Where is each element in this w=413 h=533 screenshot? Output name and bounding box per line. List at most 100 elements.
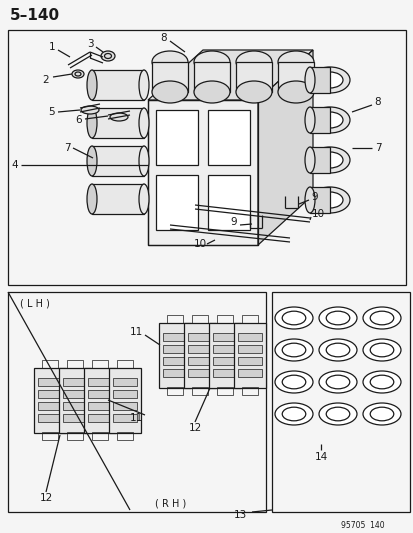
- Bar: [63, 390, 87, 398]
- Polygon shape: [147, 50, 312, 100]
- Ellipse shape: [309, 107, 349, 133]
- Text: 12: 12: [188, 423, 201, 433]
- Bar: [156, 175, 197, 230]
- Ellipse shape: [304, 187, 314, 213]
- Bar: [192, 315, 207, 323]
- Ellipse shape: [318, 339, 356, 361]
- Text: 7: 7: [374, 143, 380, 153]
- Bar: [88, 402, 112, 410]
- Bar: [237, 333, 261, 341]
- Ellipse shape: [194, 81, 230, 103]
- Ellipse shape: [304, 107, 314, 133]
- Bar: [92, 432, 108, 440]
- Text: 10: 10: [193, 239, 206, 249]
- Bar: [38, 402, 62, 410]
- Bar: [88, 378, 112, 386]
- Bar: [207, 175, 249, 230]
- Bar: [163, 345, 187, 353]
- Ellipse shape: [369, 343, 393, 357]
- Ellipse shape: [309, 67, 349, 93]
- Bar: [163, 369, 187, 377]
- Bar: [42, 360, 58, 368]
- Ellipse shape: [72, 70, 84, 78]
- Bar: [59, 368, 91, 433]
- Bar: [277, 62, 313, 92]
- Ellipse shape: [277, 51, 313, 73]
- Text: 1: 1: [49, 42, 55, 52]
- Ellipse shape: [325, 343, 349, 357]
- Bar: [163, 357, 187, 365]
- Bar: [63, 402, 87, 410]
- Ellipse shape: [309, 147, 349, 173]
- Bar: [237, 369, 261, 377]
- Text: 10: 10: [311, 209, 324, 219]
- Ellipse shape: [139, 146, 149, 176]
- Text: 6: 6: [76, 115, 82, 125]
- Bar: [113, 402, 137, 410]
- Ellipse shape: [309, 187, 349, 213]
- Ellipse shape: [316, 112, 342, 128]
- Bar: [242, 315, 257, 323]
- Bar: [233, 323, 266, 388]
- Bar: [113, 390, 137, 398]
- Bar: [117, 432, 133, 440]
- Ellipse shape: [318, 307, 356, 329]
- Bar: [152, 62, 188, 92]
- Ellipse shape: [87, 184, 97, 214]
- Ellipse shape: [235, 51, 271, 73]
- Bar: [8, 292, 266, 512]
- Bar: [235, 62, 271, 92]
- Bar: [117, 360, 133, 368]
- Ellipse shape: [274, 339, 312, 361]
- Bar: [92, 184, 144, 214]
- Text: 13: 13: [233, 510, 246, 520]
- Text: ( L H ): ( L H ): [20, 298, 50, 308]
- Text: 9: 9: [311, 192, 318, 202]
- Bar: [216, 315, 233, 323]
- Bar: [156, 110, 197, 165]
- Bar: [163, 333, 187, 341]
- Bar: [188, 333, 211, 341]
- Ellipse shape: [87, 146, 97, 176]
- Ellipse shape: [139, 70, 149, 100]
- Ellipse shape: [282, 343, 305, 357]
- Ellipse shape: [194, 51, 230, 73]
- Bar: [113, 414, 137, 422]
- Bar: [209, 323, 240, 388]
- Text: 5: 5: [49, 107, 55, 117]
- Bar: [92, 146, 144, 176]
- Ellipse shape: [152, 81, 188, 103]
- Ellipse shape: [362, 307, 400, 329]
- Bar: [237, 357, 261, 365]
- Bar: [92, 360, 108, 368]
- Ellipse shape: [235, 81, 271, 103]
- Ellipse shape: [110, 113, 128, 121]
- Ellipse shape: [369, 311, 393, 325]
- Bar: [92, 70, 144, 100]
- Ellipse shape: [369, 407, 393, 421]
- Bar: [63, 378, 87, 386]
- Ellipse shape: [277, 81, 313, 103]
- Bar: [166, 387, 183, 395]
- Bar: [212, 333, 236, 341]
- Text: 95705  140: 95705 140: [341, 521, 384, 529]
- Bar: [271, 292, 409, 512]
- Bar: [38, 414, 62, 422]
- Bar: [183, 323, 216, 388]
- Bar: [8, 30, 405, 285]
- Ellipse shape: [304, 147, 314, 173]
- Bar: [84, 368, 116, 433]
- Ellipse shape: [282, 407, 305, 421]
- Bar: [88, 390, 112, 398]
- Ellipse shape: [139, 184, 149, 214]
- Bar: [38, 390, 62, 398]
- Bar: [242, 387, 257, 395]
- Bar: [309, 107, 329, 133]
- Ellipse shape: [316, 192, 342, 208]
- Bar: [309, 67, 329, 93]
- Bar: [309, 147, 329, 173]
- Ellipse shape: [139, 108, 149, 138]
- Text: 2: 2: [43, 75, 49, 85]
- Bar: [67, 360, 83, 368]
- Bar: [194, 62, 230, 92]
